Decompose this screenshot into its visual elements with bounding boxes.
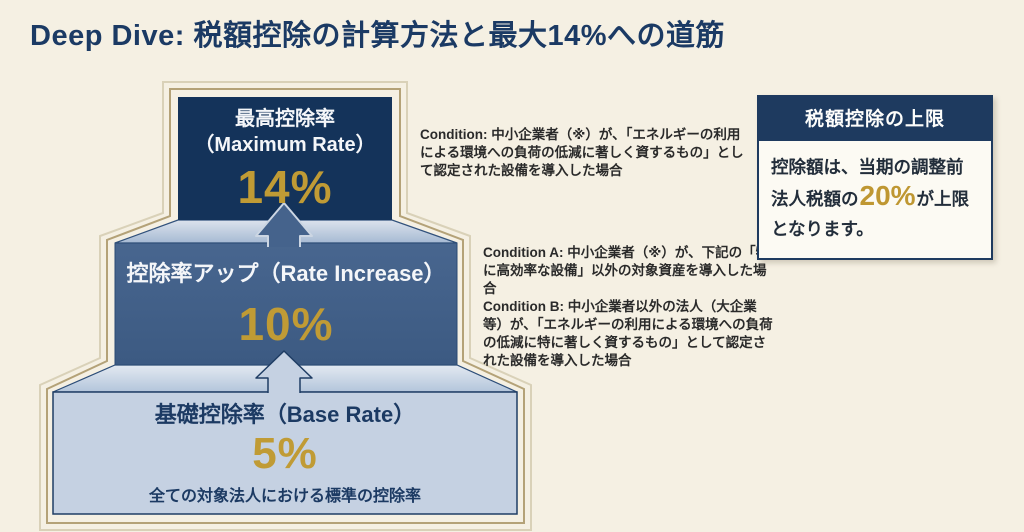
middle-tier-block <box>114 242 458 366</box>
up-arrow-icon-middle-to-top <box>255 202 313 247</box>
limit-highlight-percent: 20% <box>859 180 916 212</box>
top-tier-block <box>178 97 392 220</box>
pyramid-inner-outline <box>46 88 525 524</box>
limit-body-before: 控除額は、当期の調整前法人税額の <box>771 157 964 210</box>
page-title: Deep Dive: 税額控除の計算方法と最大14%への道筋 <box>30 20 725 52</box>
pyramid-outer-outline <box>39 81 532 531</box>
up-arrow-icon-base-to-middle <box>255 350 313 393</box>
limit-box-header: 税額控除の上限 <box>757 95 993 141</box>
condition-note-increase: Condition A: 中小企業者（※）が、下記の「特に高効率な設備」以外の対… <box>483 244 775 371</box>
condition-a-text: Condition A: 中小企業者（※）が、下記の「特に高効率な設備」以外の対… <box>483 245 770 297</box>
limit-box: 税額控除の上限 控除額は、当期の調整前法人税額の20%が上限となります。 <box>757 95 993 261</box>
limit-body-after: が上限となります。 <box>771 189 970 239</box>
condition-b-text: Condition B: 中小企業者以外の法人（大企業等）が、「エネルギーの利用… <box>483 299 773 369</box>
base-tier-block <box>52 391 518 515</box>
condition-note-maximum: Condition: 中小企業者（※）が、「エネルギーの利用による環境への負荷の… <box>420 127 744 179</box>
limit-box-body: 控除額は、当期の調整前法人税額の20%が上限となります。 <box>757 141 993 261</box>
